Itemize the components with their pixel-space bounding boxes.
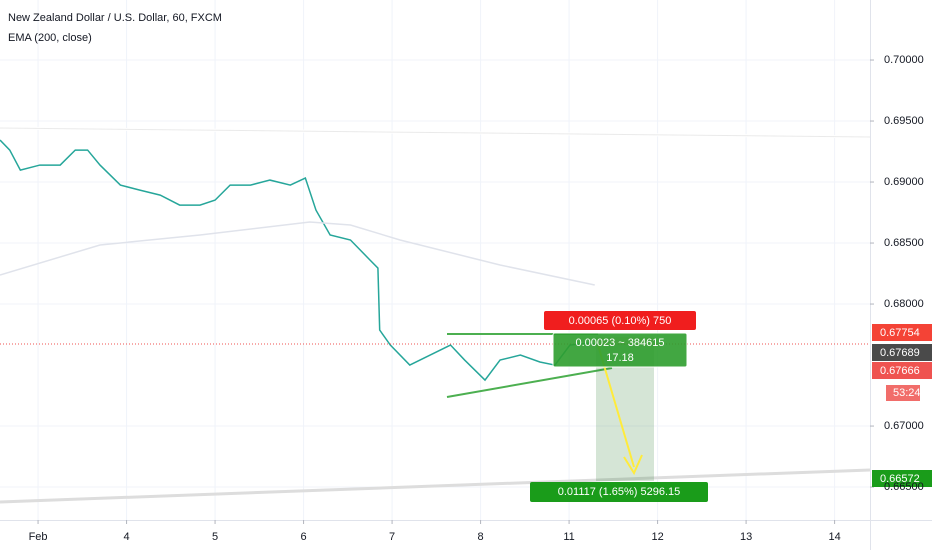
price-tag [872,470,932,487]
annotation: 0.00065 (0.10%) 750 [569,315,672,327]
price-tag-label: 0.67754 [880,327,920,339]
price-tag-label: 0.67666 [880,365,920,377]
x-tick-label: 7 [389,531,395,543]
y-tick-label: 0.68500 [884,237,924,249]
trendline [0,468,871,504]
ema-line [0,221,595,286]
x-tick-label: 12 [651,531,663,543]
price-tag [872,344,932,361]
price-tag-label: 0.66572 [880,473,920,485]
x-tick-label: 6 [301,531,307,543]
x-tick-label: Feb [29,531,48,543]
y-tick-label: 0.69000 [884,176,924,188]
price-tag [886,385,920,401]
annotation-box [544,311,696,330]
y-tick-label: 0.68000 [884,298,924,310]
price-tags: 0.67754 0.67689 0.67666 53:24 0.66572 [872,324,932,487]
annotation: 0.01117 (1.65%) 5296.15 [558,486,681,498]
y-tick-label: 0.66500 [884,481,924,493]
y-tick-label: 0.67000 [884,420,924,432]
annotation: 0.00023 ~ 384615 [575,337,664,349]
y-tick-label: 0.70000 [884,54,924,66]
annotation-box [552,332,688,368]
chart-title: New Zealand Dollar / U.S. Dollar, 60, FX… [8,12,222,24]
x-tick-label: 14 [828,531,840,543]
price-tag-label: 53:24 [893,387,921,399]
triangle-line [446,367,613,398]
trendline [0,127,871,138]
annotation: 17.18 [606,352,634,364]
marks [0,0,874,524]
x-tick-label: 11 [563,531,574,543]
x-tick-label: 5 [212,531,218,543]
y-tick-label: 0.69500 [884,115,924,127]
price-tag [872,362,932,379]
x-tick-label: 13 [740,531,752,543]
arrow-head [623,454,643,476]
price-tag [872,324,932,341]
x-tick-label: 8 [478,531,484,543]
annotation-box [530,482,708,502]
price-tag-label: 0.67689 [880,347,920,359]
price-line-series [0,139,601,382]
x-tick-label: 4 [123,531,129,543]
legend-entry: EMA (200, close) [8,32,92,44]
